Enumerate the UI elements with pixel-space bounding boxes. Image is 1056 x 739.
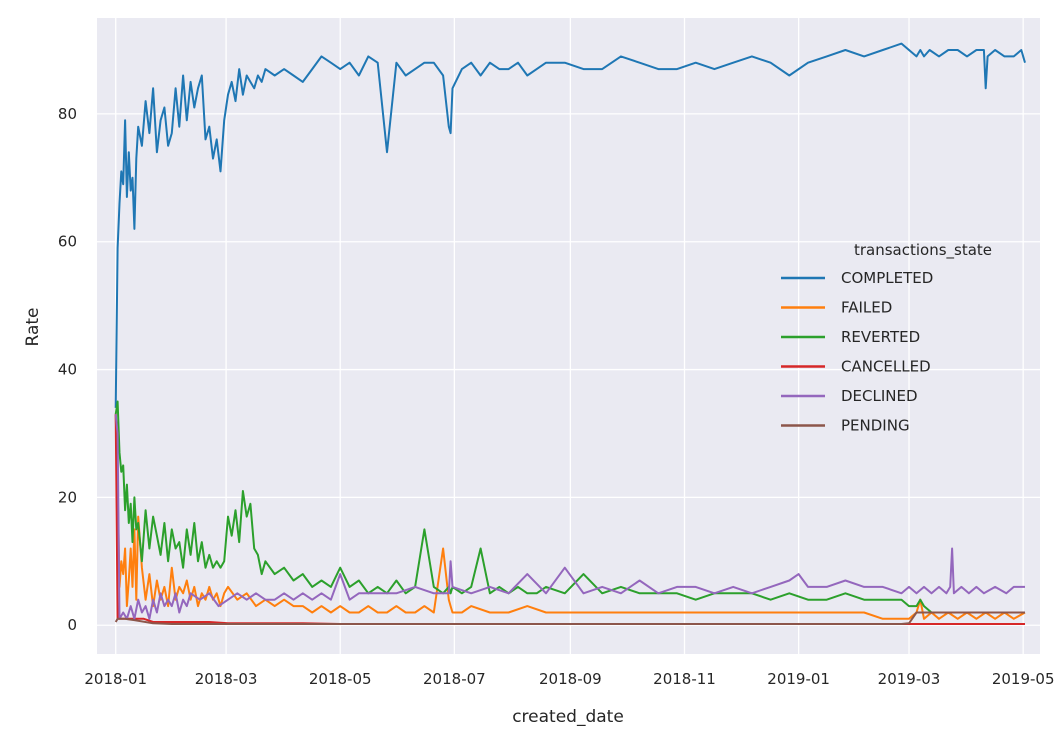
y-tick-label: 80 <box>58 105 77 123</box>
series-line-reverted <box>114 400 1025 614</box>
y-tick-label: 40 <box>58 361 77 379</box>
x-tick-label: 2018-05 <box>309 670 372 688</box>
legend: transactions_state COMPLETED FAILED REVERT… <box>781 241 992 435</box>
x-tick-label: 2018-03 <box>195 670 258 688</box>
y-axis-label: Rate <box>23 308 43 347</box>
y-tick-label: 60 <box>58 233 77 251</box>
series-line-declined <box>114 414 1025 620</box>
legend-label-reverted: REVERTED <box>841 328 920 346</box>
legend-label-completed: COMPLETED <box>841 269 933 287</box>
x-gridlines <box>115 18 1024 654</box>
y-tick-label: 0 <box>67 616 77 634</box>
x-axis-label: created_date <box>512 707 624 727</box>
series-line-failed <box>114 414 1026 620</box>
legend-label-cancelled: CANCELLED <box>841 358 931 376</box>
y-gridlines <box>97 113 1040 626</box>
x-tick-label: 2018-11 <box>653 670 716 688</box>
series-lines <box>114 42 1026 625</box>
y-tick-labels: 0 20 40 60 80 <box>58 105 77 634</box>
x-tick-label: 2018-01 <box>84 670 147 688</box>
x-tick-label: 2018-07 <box>423 670 486 688</box>
x-tick-label: 2019-05 <box>992 670 1055 688</box>
series-line-completed <box>114 42 1026 408</box>
x-tick-labels: 2018-01 2018-03 2018-05 2018-07 2018-09 2018-… <box>84 670 1054 688</box>
y-tick-label: 20 <box>58 488 77 506</box>
legend-title: transactions_state <box>854 241 992 260</box>
series-line-pending <box>114 611 1025 625</box>
legend-label-declined: DECLINED <box>841 387 918 405</box>
x-tick-label: 2019-03 <box>878 670 941 688</box>
x-tick-label: 2019-01 <box>767 670 830 688</box>
legend-label-failed: FAILED <box>841 299 892 317</box>
legend-label-pending: PENDING <box>841 417 910 435</box>
x-tick-label: 2018-09 <box>539 670 602 688</box>
